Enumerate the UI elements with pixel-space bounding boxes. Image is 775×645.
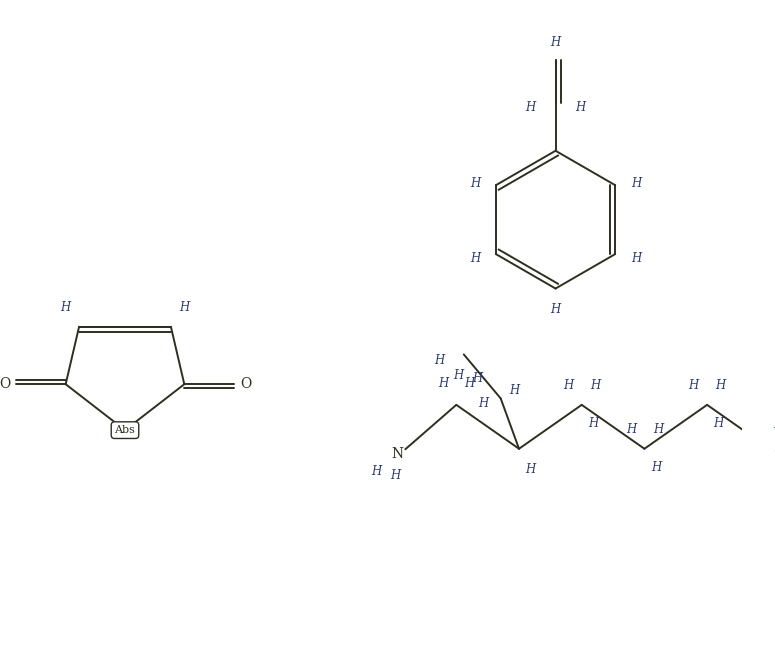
Text: H: H (438, 377, 448, 390)
Text: O: O (240, 377, 251, 392)
Text: H: H (575, 101, 586, 114)
Text: H: H (626, 423, 636, 436)
Text: H: H (470, 252, 480, 265)
Text: H: H (470, 177, 480, 190)
Text: H: H (478, 397, 488, 410)
Text: Abs: Abs (115, 425, 136, 435)
Text: H: H (472, 372, 482, 385)
Text: H: H (434, 353, 444, 366)
Text: H: H (631, 177, 642, 190)
Text: H: H (464, 377, 475, 390)
Text: H: H (590, 379, 600, 392)
Text: H: H (550, 303, 560, 316)
Text: H: H (774, 441, 775, 454)
Text: H: H (525, 101, 536, 114)
Text: H: H (653, 423, 663, 436)
Text: H: H (550, 36, 560, 49)
Text: H: H (714, 417, 724, 430)
Text: H: H (371, 465, 382, 478)
Text: H: H (631, 252, 642, 265)
Text: N: N (391, 447, 404, 461)
Text: H: H (509, 384, 519, 397)
Text: H: H (651, 461, 661, 474)
Text: H: H (60, 301, 71, 314)
Text: H: H (773, 418, 775, 431)
Text: O: O (0, 377, 10, 392)
Text: H: H (715, 379, 725, 392)
Text: H: H (588, 417, 598, 430)
Text: H: H (563, 379, 574, 392)
Text: H: H (179, 301, 189, 314)
Text: H: H (391, 469, 401, 482)
Text: H: H (525, 463, 536, 476)
Text: H: H (689, 379, 699, 392)
Text: H: H (453, 369, 463, 382)
